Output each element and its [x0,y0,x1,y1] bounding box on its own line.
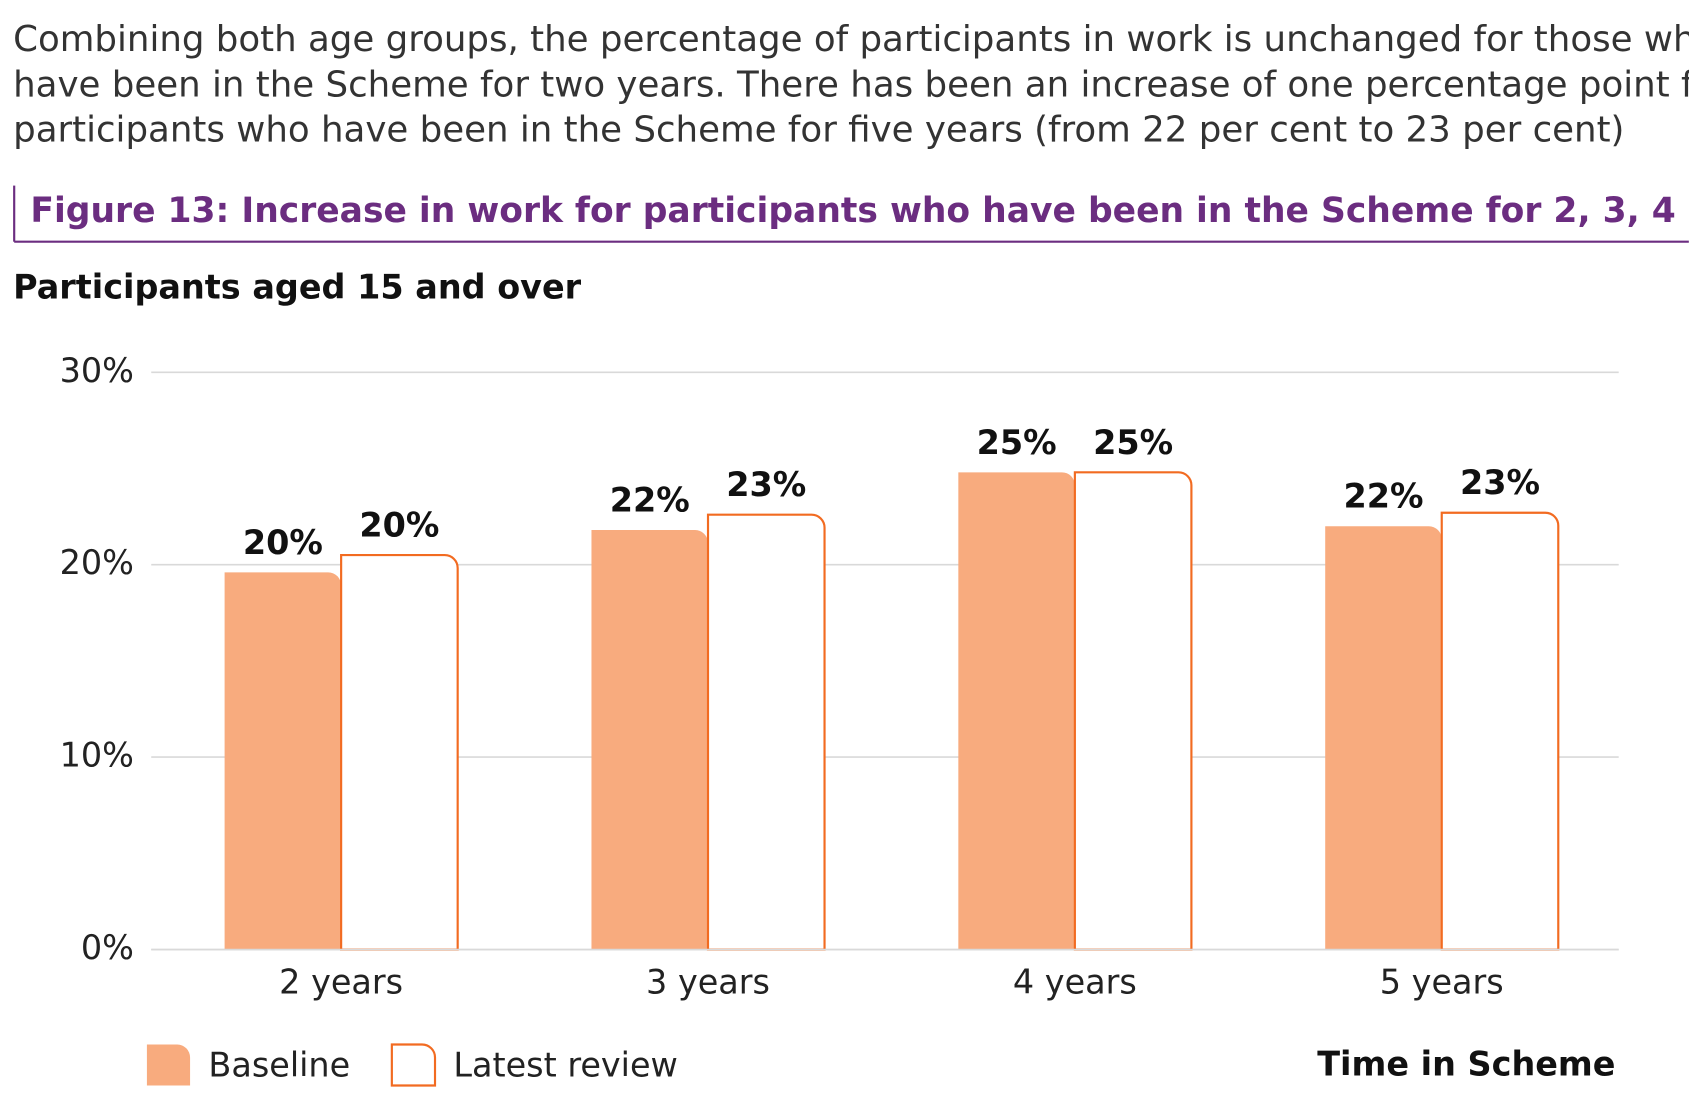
bar [706,513,826,951]
value-label: 22% [1343,477,1423,516]
y-tick-label: 0% [81,928,134,967]
bar [1440,511,1560,951]
chart-title: Figure 13: Increase in work for particip… [30,191,1689,231]
value-label: 20% [243,523,323,562]
x-tick-label: 4 years [1013,963,1137,1002]
bar [958,472,1075,950]
value-label: 20% [359,506,439,545]
paragraph-line: have been in the Scheme for two years. T… [13,64,1689,105]
paragraph-line: participants who have been in the Scheme… [13,110,1624,151]
x-axis-title: Time in Scheme [1317,1045,1615,1084]
y-tick-label: 30% [60,351,134,390]
value-label: 22% [610,480,690,519]
y-tick-label: 20% [60,543,134,582]
chart-subtitle: Participants aged 15 and over [13,268,582,307]
value-label: 25% [977,423,1057,462]
x-tick-label: 5 years [1380,963,1504,1002]
legend-label: Latest review [453,1046,678,1085]
legend-label: Baseline [208,1046,350,1085]
legend-swatch [390,1043,437,1087]
bar [1073,471,1193,951]
x-tick-label: 3 years [646,963,770,1002]
bar [591,530,709,950]
paragraph-line: Combining both age groups, the percentag… [13,19,1689,60]
x-tick-label: 2 years [279,963,403,1002]
bar [224,572,342,950]
bar [340,553,459,951]
y-tick-label: 10% [60,736,134,775]
bar [1325,526,1442,950]
value-label: 23% [726,465,806,504]
legend-swatch [146,1044,191,1086]
value-label: 23% [1460,463,1540,502]
value-label: 25% [1093,423,1173,462]
